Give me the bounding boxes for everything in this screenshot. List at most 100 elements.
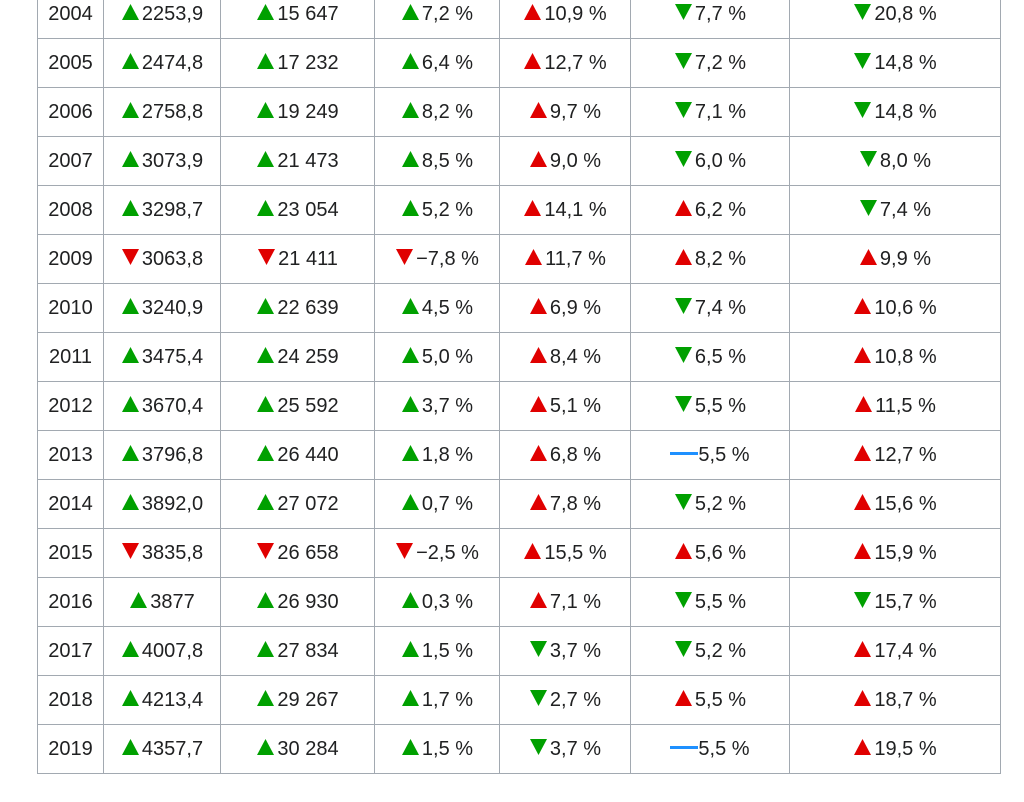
trend-icon	[853, 3, 872, 21]
cell-text: 3,7 %	[549, 737, 602, 760]
value-cell: 0,3 %	[374, 577, 500, 627]
trend-icon	[401, 444, 420, 462]
value-cell: 5,5 %	[630, 675, 790, 725]
value-cell: 3240,9	[103, 283, 221, 333]
value-cell: 15,5 %	[499, 528, 631, 578]
value-cell: 3073,9	[103, 136, 221, 186]
value-cell: 24 259	[220, 332, 375, 382]
value-cell: 5,2 %	[630, 479, 790, 529]
trend-icon	[256, 395, 275, 413]
trend-icon	[121, 297, 140, 315]
cell-text: 7,8 %	[549, 492, 602, 515]
cell-text: 23 054	[277, 198, 339, 221]
cell-text: 3877	[150, 590, 195, 613]
trend-icon	[853, 444, 872, 462]
cell-text: 9,9 %	[879, 247, 932, 270]
value-cell: 6,4 %	[374, 38, 500, 88]
trend-icon	[524, 248, 543, 266]
trend-icon	[529, 444, 548, 462]
trend-icon	[256, 52, 275, 70]
cell-text: 6,0 %	[694, 149, 747, 172]
value-cell: 7,7 %	[630, 0, 790, 39]
cell-text: 8,0 %	[879, 149, 932, 172]
trend-icon	[853, 493, 872, 511]
year-cell: 2018	[37, 675, 104, 725]
value-cell: 10,8 %	[789, 332, 1001, 382]
value-cell: 15,6 %	[789, 479, 1001, 529]
trend-icon	[853, 52, 872, 70]
table-row: 2006 2758,8 19 249 8,2 % 9,7 % 7,1 % 14,8 %	[37, 87, 1001, 137]
value-cell: 5,5 %	[630, 381, 790, 431]
cell-text: 14,8 %	[874, 51, 937, 74]
trend-icon	[401, 395, 420, 413]
value-cell: 6,9 %	[499, 283, 631, 333]
cell-text: 7,4 %	[694, 296, 747, 319]
trend-icon	[523, 542, 542, 560]
trend-icon	[853, 346, 872, 364]
value-cell: 9,9 %	[789, 234, 1001, 284]
cell-text: 3892,0	[141, 492, 204, 515]
cell-text: 5,6 %	[694, 541, 747, 564]
value-cell: 4,5 %	[374, 283, 500, 333]
trend-icon	[529, 297, 548, 315]
year-cell: 2014	[37, 479, 104, 529]
value-cell: 6,2 %	[630, 185, 790, 235]
trend-icon	[674, 346, 693, 364]
trend-icon	[853, 101, 872, 119]
table-row: 2007 3073,9 21 473 8,5 % 9,0 % 6,0 % 8,0 %	[37, 136, 1001, 186]
cell-text: 2012	[48, 394, 93, 417]
value-cell: 5,6 %	[630, 528, 790, 578]
trend-icon	[256, 738, 275, 756]
table-row: 2017 4007,8 27 834 1,5 % 3,7 % 5,2 % 17,4 %	[37, 626, 1001, 676]
value-cell: 15,7 %	[789, 577, 1001, 627]
cell-text: 2013	[48, 443, 93, 466]
trend-icon	[121, 542, 140, 560]
cell-text: 2007	[48, 149, 93, 172]
value-cell: 20,8 %	[789, 0, 1001, 39]
trend-icon	[853, 297, 872, 315]
value-cell: 30 284	[220, 724, 375, 774]
trend-icon	[670, 444, 699, 462]
trend-icon	[529, 150, 548, 168]
trend-icon	[853, 591, 872, 609]
trend-icon	[674, 591, 693, 609]
value-cell: 25 592	[220, 381, 375, 431]
value-cell: 15,9 %	[789, 528, 1001, 578]
trend-icon	[674, 150, 693, 168]
value-cell: 3835,8	[103, 528, 221, 578]
cell-text: 7,1 %	[694, 100, 747, 123]
value-cell: 21 473	[220, 136, 375, 186]
cell-text: 5,2 %	[421, 198, 474, 221]
value-cell: 2758,8	[103, 87, 221, 137]
cell-text: 9,0 %	[549, 149, 602, 172]
cell-text: 3835,8	[141, 541, 204, 564]
trend-icon	[529, 689, 548, 707]
value-cell: 3670,4	[103, 381, 221, 431]
value-cell: 7,1 %	[630, 87, 790, 137]
cell-text: 15,6 %	[874, 492, 937, 515]
value-cell: 4007,8	[103, 626, 221, 676]
cell-text: 5,5 %	[698, 737, 750, 760]
cell-text: 9,7 %	[549, 100, 602, 123]
trend-icon	[129, 591, 148, 609]
value-cell: 8,0 %	[789, 136, 1001, 186]
cell-text: 3670,4	[141, 394, 204, 417]
trend-icon	[121, 444, 140, 462]
value-cell: 14,1 %	[499, 185, 631, 235]
cell-text: 25 592	[277, 394, 339, 417]
cell-text: 10,9 %	[544, 2, 607, 25]
trend-icon	[401, 297, 420, 315]
value-cell: 11,7 %	[499, 234, 631, 284]
trend-icon	[674, 493, 693, 511]
trend-icon	[523, 3, 542, 21]
cell-text: 5,5 %	[694, 394, 747, 417]
trend-icon	[256, 3, 275, 21]
value-cell: 3,7 %	[374, 381, 500, 431]
cell-text: 1,5 %	[421, 639, 474, 662]
trend-icon	[401, 3, 420, 21]
trend-icon	[674, 542, 693, 560]
trend-icon	[401, 738, 420, 756]
trend-icon	[256, 297, 275, 315]
trend-icon	[529, 346, 548, 364]
cell-text: 2004	[48, 2, 93, 25]
